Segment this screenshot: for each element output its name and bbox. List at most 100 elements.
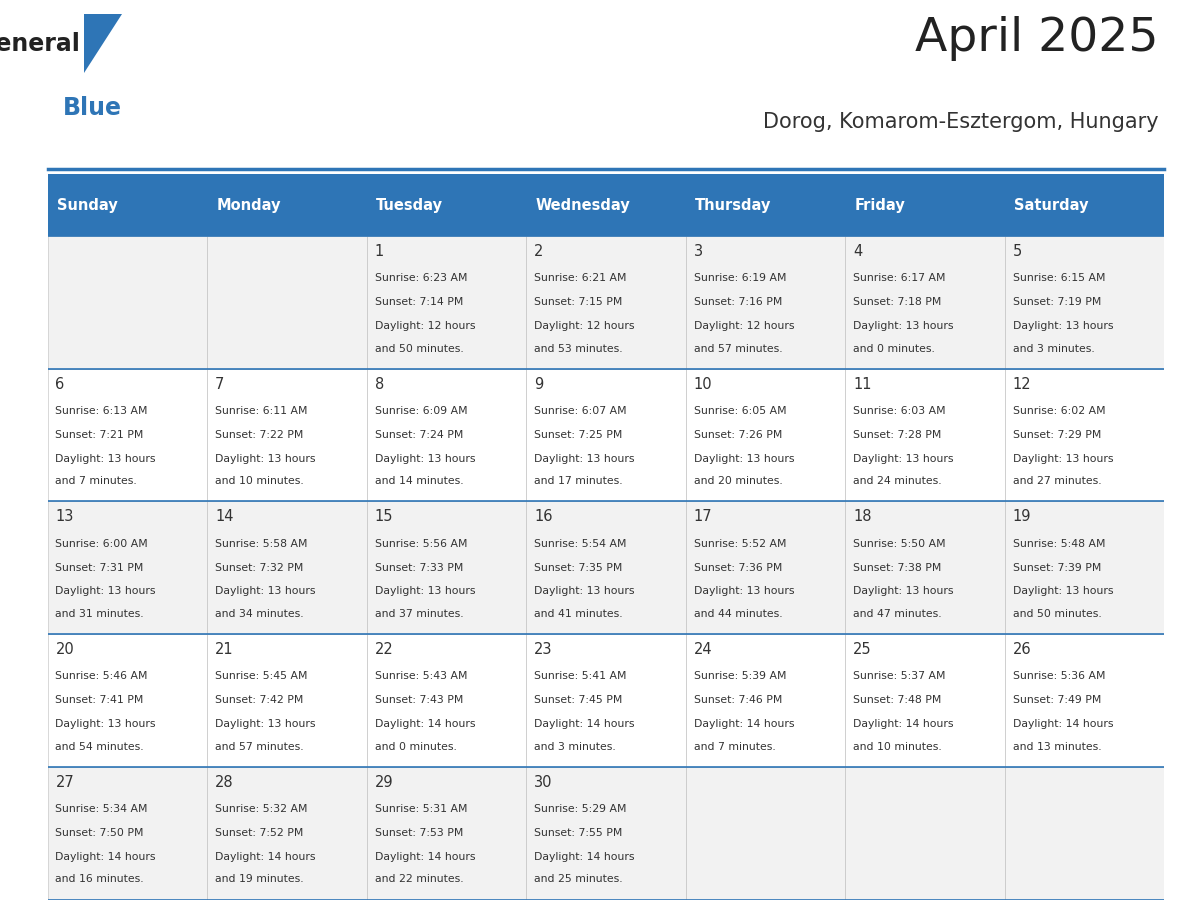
Text: Sunset: 7:41 PM: Sunset: 7:41 PM	[56, 695, 144, 705]
Text: Sunset: 7:36 PM: Sunset: 7:36 PM	[694, 563, 782, 573]
Text: 11: 11	[853, 376, 872, 392]
FancyBboxPatch shape	[1005, 767, 1164, 900]
Text: 8: 8	[374, 376, 384, 392]
Text: and 20 minutes.: and 20 minutes.	[694, 476, 783, 487]
FancyBboxPatch shape	[1005, 236, 1164, 369]
Text: 5: 5	[1012, 244, 1022, 259]
Text: Sunrise: 6:03 AM: Sunrise: 6:03 AM	[853, 406, 946, 416]
Text: Daylight: 14 hours: Daylight: 14 hours	[694, 719, 794, 729]
Text: Sunrise: 5:37 AM: Sunrise: 5:37 AM	[853, 671, 946, 681]
Text: Daylight: 13 hours: Daylight: 13 hours	[853, 321, 954, 331]
Text: Sunrise: 6:19 AM: Sunrise: 6:19 AM	[694, 274, 786, 284]
Text: 1: 1	[374, 244, 384, 259]
FancyBboxPatch shape	[48, 369, 207, 501]
FancyBboxPatch shape	[367, 174, 526, 236]
Text: Daylight: 13 hours: Daylight: 13 hours	[694, 453, 794, 464]
Text: 12: 12	[1012, 376, 1031, 392]
Text: Daylight: 13 hours: Daylight: 13 hours	[535, 453, 634, 464]
Text: and 27 minutes.: and 27 minutes.	[1012, 476, 1101, 487]
FancyBboxPatch shape	[845, 174, 1005, 236]
Text: Sunrise: 5:45 AM: Sunrise: 5:45 AM	[215, 671, 308, 681]
Text: Sunset: 7:22 PM: Sunset: 7:22 PM	[215, 430, 303, 440]
Text: Sunset: 7:19 PM: Sunset: 7:19 PM	[1012, 297, 1101, 308]
Text: Thursday: Thursday	[695, 197, 771, 213]
FancyBboxPatch shape	[845, 767, 1005, 900]
Text: Dorog, Komarom-Esztergom, Hungary: Dorog, Komarom-Esztergom, Hungary	[763, 112, 1158, 132]
Text: Daylight: 13 hours: Daylight: 13 hours	[56, 453, 156, 464]
Text: Sunset: 7:38 PM: Sunset: 7:38 PM	[853, 563, 942, 573]
Text: Daylight: 13 hours: Daylight: 13 hours	[56, 587, 156, 597]
Text: Sunrise: 6:23 AM: Sunrise: 6:23 AM	[374, 274, 467, 284]
Text: Sunrise: 5:48 AM: Sunrise: 5:48 AM	[1012, 539, 1105, 549]
Text: Sunset: 7:49 PM: Sunset: 7:49 PM	[1012, 695, 1101, 705]
Text: Sunrise: 5:43 AM: Sunrise: 5:43 AM	[374, 671, 467, 681]
Text: Sunrise: 6:11 AM: Sunrise: 6:11 AM	[215, 406, 308, 416]
Text: Monday: Monday	[216, 197, 282, 213]
Text: and 50 minutes.: and 50 minutes.	[374, 343, 463, 353]
Text: Daylight: 12 hours: Daylight: 12 hours	[694, 321, 794, 331]
Text: 18: 18	[853, 509, 872, 524]
Text: Sunrise: 5:50 AM: Sunrise: 5:50 AM	[853, 539, 946, 549]
Text: and 50 minutes.: and 50 minutes.	[1012, 609, 1101, 619]
Text: Sunset: 7:53 PM: Sunset: 7:53 PM	[374, 828, 463, 838]
Text: Daylight: 14 hours: Daylight: 14 hours	[215, 852, 316, 862]
Text: Sunset: 7:32 PM: Sunset: 7:32 PM	[215, 563, 303, 573]
Text: Sunday: Sunday	[57, 197, 118, 213]
Text: and 37 minutes.: and 37 minutes.	[374, 609, 463, 619]
Text: 26: 26	[1012, 643, 1031, 657]
FancyBboxPatch shape	[367, 767, 526, 900]
Text: Daylight: 13 hours: Daylight: 13 hours	[1012, 453, 1113, 464]
Text: and 3 minutes.: and 3 minutes.	[535, 742, 615, 752]
Text: April 2025: April 2025	[915, 16, 1158, 61]
Text: Sunrise: 5:34 AM: Sunrise: 5:34 AM	[56, 804, 148, 814]
Text: 7: 7	[215, 376, 225, 392]
FancyBboxPatch shape	[1005, 634, 1164, 767]
Text: Sunrise: 5:36 AM: Sunrise: 5:36 AM	[1012, 671, 1105, 681]
Text: Daylight: 14 hours: Daylight: 14 hours	[56, 852, 156, 862]
Text: Daylight: 13 hours: Daylight: 13 hours	[853, 453, 954, 464]
Text: Daylight: 13 hours: Daylight: 13 hours	[374, 587, 475, 597]
Text: Sunrise: 5:58 AM: Sunrise: 5:58 AM	[215, 539, 308, 549]
Text: Sunrise: 6:07 AM: Sunrise: 6:07 AM	[535, 406, 627, 416]
Text: Sunrise: 6:00 AM: Sunrise: 6:00 AM	[56, 539, 148, 549]
FancyBboxPatch shape	[526, 634, 685, 767]
Text: Sunrise: 6:15 AM: Sunrise: 6:15 AM	[1012, 274, 1105, 284]
Text: 15: 15	[374, 509, 393, 524]
Text: Sunrise: 5:31 AM: Sunrise: 5:31 AM	[374, 804, 467, 814]
Text: Daylight: 14 hours: Daylight: 14 hours	[374, 852, 475, 862]
Text: Sunset: 7:29 PM: Sunset: 7:29 PM	[1012, 430, 1101, 440]
Text: Friday: Friday	[854, 197, 905, 213]
Text: Daylight: 13 hours: Daylight: 13 hours	[56, 719, 156, 729]
FancyBboxPatch shape	[685, 501, 845, 634]
FancyBboxPatch shape	[526, 236, 685, 369]
Text: and 53 minutes.: and 53 minutes.	[535, 343, 623, 353]
Text: and 57 minutes.: and 57 minutes.	[694, 343, 782, 353]
Text: and 0 minutes.: and 0 minutes.	[374, 742, 456, 752]
Text: Sunrise: 6:02 AM: Sunrise: 6:02 AM	[1012, 406, 1105, 416]
FancyBboxPatch shape	[526, 767, 685, 900]
Text: Sunset: 7:28 PM: Sunset: 7:28 PM	[853, 430, 942, 440]
Text: 20: 20	[56, 643, 74, 657]
Text: Sunset: 7:15 PM: Sunset: 7:15 PM	[535, 297, 623, 308]
FancyBboxPatch shape	[48, 236, 207, 369]
FancyBboxPatch shape	[367, 236, 526, 369]
Text: and 0 minutes.: and 0 minutes.	[853, 343, 935, 353]
Text: 19: 19	[1012, 509, 1031, 524]
Text: 16: 16	[535, 509, 552, 524]
Text: and 10 minutes.: and 10 minutes.	[853, 742, 942, 752]
Text: 9: 9	[535, 376, 543, 392]
Text: 10: 10	[694, 376, 713, 392]
Text: Daylight: 14 hours: Daylight: 14 hours	[535, 719, 634, 729]
FancyBboxPatch shape	[685, 634, 845, 767]
FancyBboxPatch shape	[48, 501, 207, 634]
Text: Daylight: 13 hours: Daylight: 13 hours	[853, 587, 954, 597]
Text: Sunset: 7:48 PM: Sunset: 7:48 PM	[853, 695, 942, 705]
Text: and 31 minutes.: and 31 minutes.	[56, 609, 144, 619]
Text: Sunset: 7:16 PM: Sunset: 7:16 PM	[694, 297, 782, 308]
FancyBboxPatch shape	[207, 501, 367, 634]
Text: 25: 25	[853, 643, 872, 657]
Text: 6: 6	[56, 376, 65, 392]
FancyBboxPatch shape	[685, 236, 845, 369]
Text: Daylight: 12 hours: Daylight: 12 hours	[535, 321, 634, 331]
Text: 30: 30	[535, 775, 552, 789]
